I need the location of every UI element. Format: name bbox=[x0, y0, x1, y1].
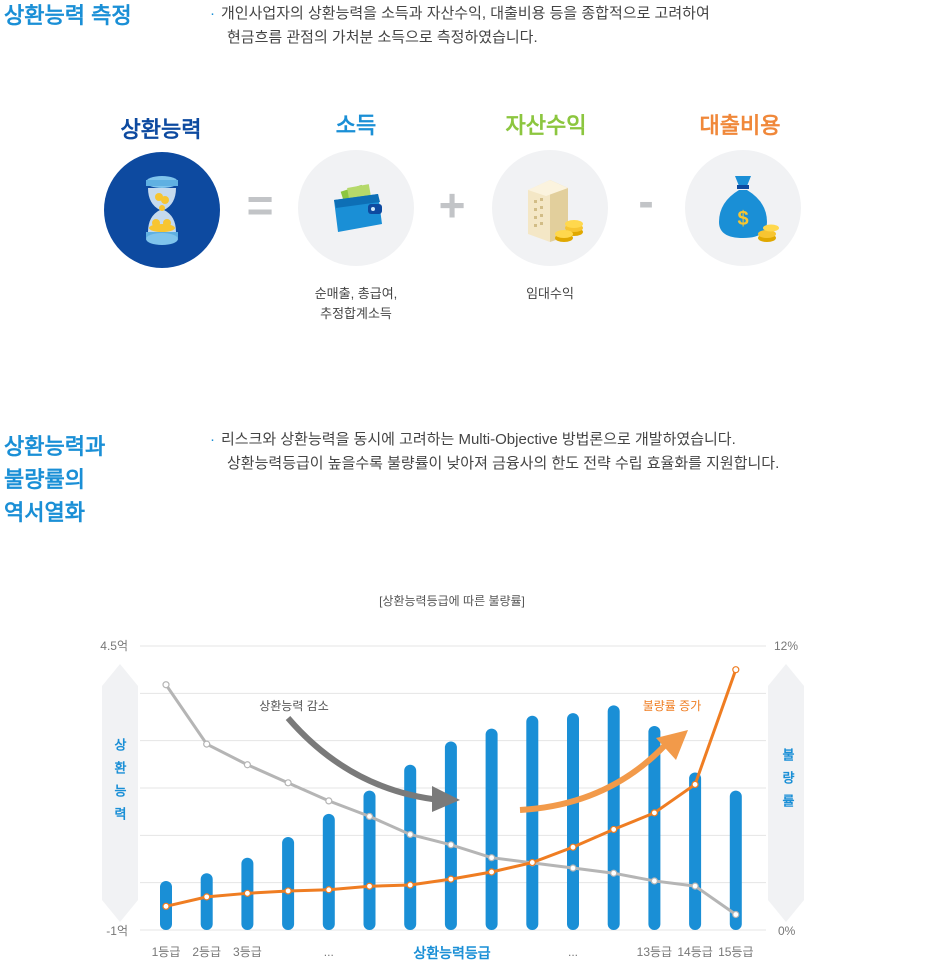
x-axis-label: 상환능력등급 bbox=[413, 945, 490, 961]
default-rate-series-point bbox=[528, 858, 536, 867]
chart-bar bbox=[200, 873, 213, 930]
svg-text:$: $ bbox=[737, 208, 748, 230]
income-sub-line-2: 추정합계소득 bbox=[320, 306, 392, 321]
chart-bar bbox=[607, 705, 620, 930]
x-tick-label: 2등급 bbox=[192, 945, 221, 959]
increase-arrow-head bbox=[656, 730, 688, 760]
x-tick-label: 1등급 bbox=[152, 945, 181, 959]
income-sub-line-1: 순매출, 총급여, bbox=[314, 286, 398, 301]
chart-bar bbox=[485, 728, 498, 930]
building-icon bbox=[492, 150, 608, 266]
asset-sub-text: 임대수익 bbox=[526, 286, 574, 301]
chart-title: [상환능력등급에 따른 불량률] bbox=[379, 594, 525, 608]
label-asset-income: 자산수익 bbox=[505, 113, 587, 138]
wallet-icon bbox=[298, 150, 414, 266]
bullet-icon: · bbox=[210, 431, 215, 448]
repayment-series-point bbox=[284, 779, 292, 787]
chart-bar bbox=[322, 813, 335, 930]
title-line-3: 역서열화 bbox=[4, 500, 85, 525]
x-tick-label: ... bbox=[324, 945, 334, 959]
right-axis-top-label: 12% bbox=[774, 639, 798, 653]
default-rate-series-point bbox=[406, 881, 414, 889]
repayment-series-point bbox=[650, 877, 659, 885]
minus-sign: - bbox=[638, 175, 654, 227]
label-loan-cost: 대출비용 bbox=[699, 113, 781, 138]
repayment-series-point bbox=[406, 830, 414, 839]
desc-line-1: · 개인사업자의 상환능력을 소득과 자산수익, 대출비용 등을 종합적으로 고려… bbox=[210, 2, 710, 26]
repayment-series-point bbox=[365, 812, 374, 820]
repayment-series-point bbox=[488, 854, 496, 862]
left-axis-top-label: 4.5억 bbox=[100, 639, 128, 653]
bullet-icon: · bbox=[210, 5, 215, 22]
title-line-2: 불량률의 bbox=[4, 467, 85, 492]
chart-bar bbox=[526, 715, 539, 930]
default-rate-series-point bbox=[691, 780, 699, 789]
chart-bar bbox=[363, 790, 376, 930]
desc-text-1: 개인사업자의 상환능력을 소득과 자산수익, 대출비용 등을 종합적으로 고려하… bbox=[221, 5, 710, 22]
chart-bar bbox=[729, 790, 742, 930]
section2-description: · 리스크와 상환능력을 동시에 고려하는 Multi-Objective 방법론… bbox=[210, 428, 779, 476]
chart-bar bbox=[404, 764, 417, 930]
increase-arrow bbox=[519, 739, 671, 813]
chart-bar bbox=[444, 741, 457, 930]
desc2-text-1: 리스크와 상환능력을 동시에 고려하는 Multi-Objective 방법론으… bbox=[221, 431, 736, 448]
decrease-arrow bbox=[285, 716, 441, 803]
chart-bar bbox=[689, 772, 702, 930]
default-rate-series-point bbox=[447, 875, 455, 883]
right-axis-arrow bbox=[768, 664, 804, 922]
repayment-series-point bbox=[569, 864, 577, 872]
hourglass-icon bbox=[104, 152, 220, 268]
right-axis-bottom-label: 0% bbox=[778, 924, 796, 938]
repayment-series-point bbox=[162, 681, 170, 689]
annotation-decrease: 상환능력 감소 bbox=[259, 699, 329, 713]
label-repayment: 상환능력 bbox=[120, 117, 202, 142]
section-title-repayment: 상환능력 측정 bbox=[4, 3, 132, 28]
default-rate-series-point bbox=[243, 889, 251, 897]
left-axis-label: 상환능력 bbox=[112, 738, 127, 830]
x-tick-label: 15등급 bbox=[718, 945, 753, 959]
x-tick-label: 14등급 bbox=[677, 945, 712, 959]
desc-line-2: 현금흐름 관점의 가처분 소득으로 측정하였습니다. bbox=[227, 29, 538, 46]
default-rate-series-point bbox=[203, 893, 211, 901]
default-rate-series-point bbox=[488, 868, 496, 876]
x-tick-label: 13등급 bbox=[637, 945, 672, 959]
annotation-increase: 불량률 증가 bbox=[643, 699, 702, 713]
default-rate-series-point bbox=[650, 809, 659, 817]
x-tick-label: 3등급 bbox=[233, 945, 262, 959]
chart-svg: 상환능력 감소 불량률 증가 4.5억 -1억 12% 0% 1등급 2등급 3등급… bbox=[100, 639, 804, 961]
repayment-series-point bbox=[325, 797, 333, 805]
repayment-series-point bbox=[610, 869, 618, 877]
chart-bar bbox=[282, 837, 295, 930]
section1-description: · 개인사업자의 상환능력을 소득과 자산수익, 대출비용 등을 종합적으로 고려… bbox=[210, 2, 710, 50]
default-rate-series-point bbox=[732, 666, 740, 674]
repayment-series-point bbox=[447, 841, 455, 849]
default-rate-series-point bbox=[325, 886, 333, 894]
left-axis-bottom-label: -1억 bbox=[106, 924, 128, 938]
repayment-series-point bbox=[732, 910, 740, 919]
plus-sign: + bbox=[438, 179, 466, 231]
right-axis-label: 불량률 bbox=[780, 748, 795, 817]
default-rate-series-point bbox=[610, 825, 618, 834]
money-bag-icon: $ bbox=[685, 150, 801, 266]
title-line-1: 상환능력과 bbox=[4, 434, 106, 459]
x-tick-label: ... bbox=[568, 945, 578, 959]
left-axis-arrow bbox=[102, 664, 138, 922]
income-sub-text: 순매출, 총급여, 추정합계소득 bbox=[296, 284, 416, 324]
repayment-series-point bbox=[691, 882, 699, 890]
desc2-line-2: 상환능력등급이 높을수록 불량률이 낮아져 금융사의 한도 전략 수립 효율화를… bbox=[227, 455, 780, 472]
default-rate-series-point bbox=[365, 882, 374, 890]
default-rate-series-point bbox=[162, 902, 170, 910]
decrease-arrow-head bbox=[432, 786, 460, 812]
equals-sign: = bbox=[246, 179, 274, 231]
default-rate-series-point bbox=[569, 843, 577, 851]
repayment-series-point bbox=[203, 740, 211, 748]
default-rate-series-point bbox=[284, 887, 292, 895]
repayment-series-point bbox=[243, 761, 251, 769]
chart-bar bbox=[567, 713, 579, 930]
section-title-reverse-order: 상환능력과 불량률의 역서열화 bbox=[4, 430, 105, 529]
desc2-line-1: · 리스크와 상환능력을 동시에 고려하는 Multi-Objective 방법론… bbox=[210, 428, 779, 452]
label-income: 소득 bbox=[335, 113, 377, 138]
